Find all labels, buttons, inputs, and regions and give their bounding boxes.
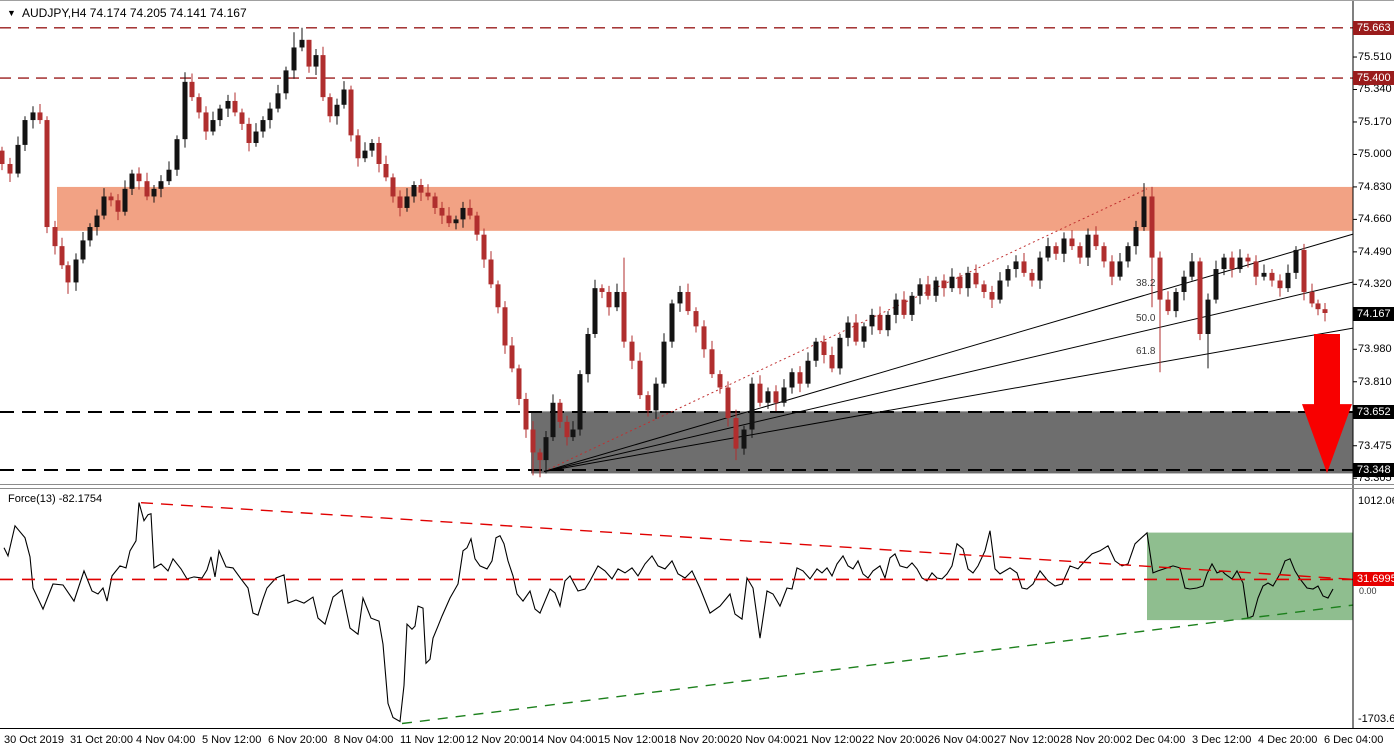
price-tick-label: 73.980 (1358, 343, 1392, 356)
chart-title-ohlc: AUDJPY,H4 74.174 74.205 74.141 74.167 (22, 6, 247, 20)
time-label-6: 11 Nov 12:00 (400, 734, 465, 746)
time-label-14: 26 Nov 04:00 (928, 734, 994, 746)
price-tick-label: 74.320 (1358, 278, 1392, 291)
time-label-12: 21 Nov 12:00 (796, 734, 862, 746)
force-green-trendline[interactable] (401, 604, 1354, 725)
indicator-axis-top: 1012.066 (1358, 494, 1394, 507)
indicator-green-box[interactable] (1147, 532, 1353, 621)
indicator-value-badge: 31.6995 (1353, 572, 1394, 587)
fib-fan-label-61.8: 61.8 (1136, 346, 1156, 357)
force-red-trendline[interactable] (140, 501, 1354, 581)
price-tick-label: 75.000 (1358, 148, 1392, 161)
time-label-9: 15 Nov 12:00 (598, 734, 664, 746)
price-tick-label: 75.170 (1358, 115, 1392, 128)
panel-separator-top[interactable] (0, 484, 1394, 485)
time-label-10: 18 Nov 20:00 (664, 734, 730, 746)
panel-separator-bottom[interactable] (0, 488, 1394, 489)
time-label-20: 6 Dec 04:00 (1324, 734, 1384, 746)
time-label-11: 20 Nov 04:00 (730, 734, 796, 746)
time-label-17: 2 Dec 04:00 (1126, 734, 1186, 746)
time-label-13: 22 Nov 20:00 (862, 734, 928, 746)
time-label-2: 4 Nov 04:00 (136, 734, 196, 746)
indicator-label: Force(13) -82.1754 (8, 493, 103, 505)
time-label-1: 31 Oct 20:00 (70, 734, 133, 746)
supply-zone[interactable] (57, 186, 1353, 231)
fib-fan-label-38.2: 38.2 (1136, 278, 1156, 289)
time-axis[interactable]: 30 Oct 2019 31 Oct 20:00 4 Nov 04:00 5 Nov … (0, 729, 1394, 752)
time-label-7: 12 Nov 20:00 (466, 734, 532, 746)
price-tick-label: 74.830 (1358, 180, 1392, 193)
time-label-18: 3 Dec 12:00 (1192, 734, 1252, 746)
price-badge-73.652: 73.652 (1353, 404, 1394, 419)
price-tick-label: 73.475 (1358, 439, 1392, 452)
indicator-zero-label: 0.00 (1359, 586, 1377, 597)
price-tick-label: 74.490 (1358, 245, 1392, 258)
price-tick-label: 75.340 (1358, 83, 1392, 96)
fib-fan-line-50.0[interactable] (543, 281, 1354, 473)
dotted-trendline[interactable] (543, 188, 1148, 472)
demand-zone[interactable] (531, 411, 1353, 474)
time-label-16: 28 Nov 20:00 (1060, 734, 1126, 746)
price-badge-75.663: 75.663 (1353, 20, 1394, 35)
price-axis[interactable]: 75.510 75.340 75.170 75.000 74.830 74.660 74.4… (1353, 1, 1394, 752)
time-label-15: 27 Nov 12:00 (994, 734, 1060, 746)
time-label-5: 8 Nov 04:00 (334, 734, 394, 746)
price-badge-75.400: 75.400 (1353, 71, 1394, 86)
time-label-3: 5 Nov 12:00 (202, 734, 262, 746)
time-label-4: 6 Nov 20:00 (268, 734, 328, 746)
indicator-axis-bottom: -1703.66 (1358, 712, 1394, 725)
price-badge-73.348: 73.348 (1353, 463, 1394, 477)
fib-fan-label-50.0: 50.0 (1136, 313, 1156, 324)
down-arrow[interactable] (1302, 334, 1352, 474)
fib-fan-line-61.8[interactable] (543, 327, 1354, 473)
price-tick-label: 74.660 (1358, 213, 1392, 226)
time-label-8: 14 Nov 04:00 (532, 734, 598, 746)
symbol-dropdown-icon[interactable]: ▼ (7, 8, 16, 18)
time-label-0: 30 Oct 2019 (4, 734, 64, 746)
price-tick-label: 75.510 (1358, 51, 1392, 64)
price-tick-label: 73.810 (1358, 375, 1392, 388)
candles-group (0, 27, 1328, 478)
price-badge-74.167: 74.167 (1353, 306, 1394, 321)
time-label-19: 4 Dec 20:00 (1258, 734, 1318, 746)
